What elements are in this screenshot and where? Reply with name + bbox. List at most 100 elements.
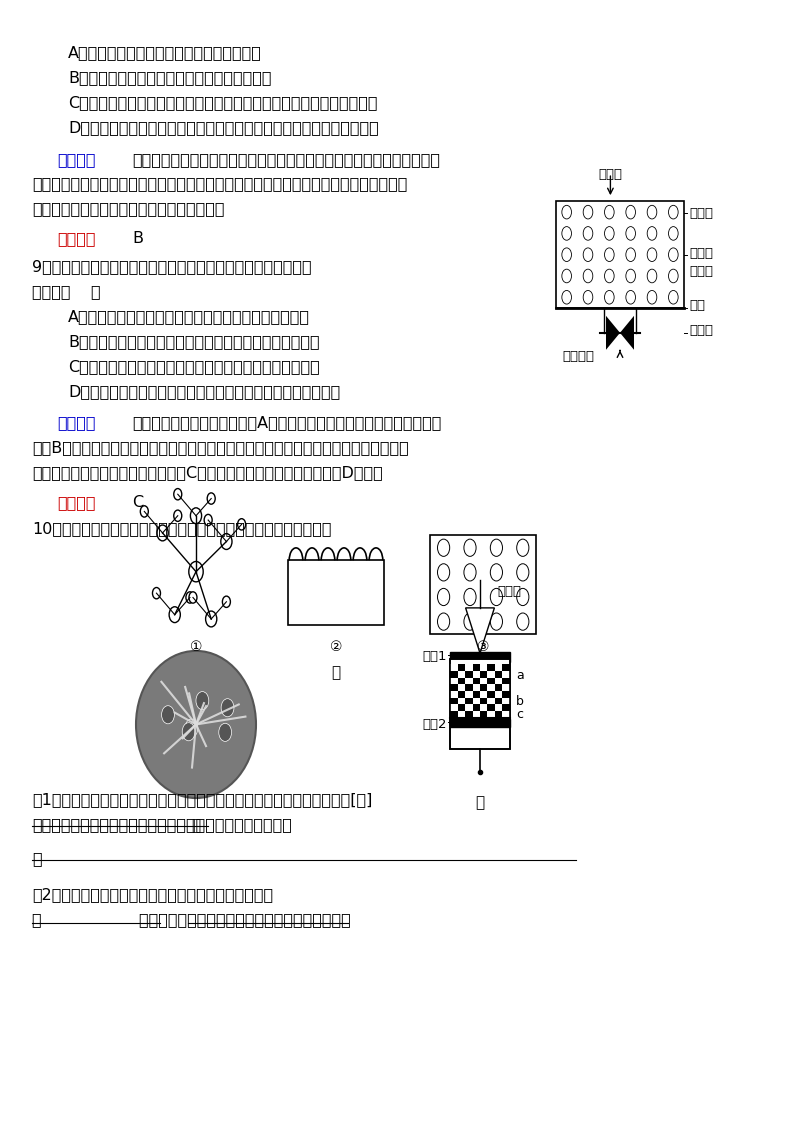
Bar bbox=[473, 697, 480, 704]
Bar bbox=[458, 678, 465, 685]
Text: 活塞1: 活塞1 bbox=[422, 650, 446, 662]
Circle shape bbox=[626, 248, 635, 261]
Circle shape bbox=[562, 226, 571, 240]
Bar bbox=[487, 685, 494, 691]
Circle shape bbox=[221, 533, 232, 549]
Bar bbox=[430, 535, 536, 634]
Text: D．固定化酶由于被固定在载体上，所以丧失了酶的高效性和专一性特点: D．固定化酶由于被固定在载体上，所以丧失了酶的高效性和专一性特点 bbox=[68, 120, 378, 135]
Bar bbox=[473, 664, 480, 671]
Circle shape bbox=[438, 614, 450, 631]
Circle shape bbox=[562, 205, 571, 218]
Bar bbox=[502, 671, 510, 678]
Circle shape bbox=[490, 539, 502, 556]
Text: 【解析】: 【解析】 bbox=[57, 152, 95, 166]
Circle shape bbox=[490, 614, 502, 631]
Circle shape bbox=[605, 248, 614, 261]
Bar bbox=[465, 697, 473, 704]
Circle shape bbox=[153, 588, 161, 599]
Bar bbox=[465, 678, 473, 685]
Circle shape bbox=[562, 269, 571, 283]
Circle shape bbox=[490, 589, 502, 606]
Bar bbox=[450, 704, 458, 711]
Circle shape bbox=[238, 518, 246, 530]
Text: 。: 。 bbox=[32, 851, 42, 866]
Circle shape bbox=[647, 291, 657, 305]
Bar bbox=[465, 685, 473, 691]
Circle shape bbox=[583, 291, 593, 305]
Circle shape bbox=[669, 205, 678, 218]
Bar bbox=[494, 685, 502, 691]
Text: 苹果汁: 苹果汁 bbox=[598, 168, 622, 180]
Circle shape bbox=[464, 564, 476, 581]
Bar bbox=[473, 671, 480, 678]
Text: 【答案】: 【答案】 bbox=[57, 231, 95, 246]
Text: （1）某生物小组利用海藻酸钠制备固定化酵母细胞，应使用图甲中的方法[　]: （1）某生物小组利用海藻酸钠制备固定化酵母细胞，应使用图甲中的方法[ ] bbox=[32, 792, 372, 807]
Text: 、                   等。观察形成的凝胶珠的颜色和形状，如果颜色过: 、 等。观察形成的凝胶珠的颜色和形状，如果颜色过 bbox=[32, 912, 350, 927]
Bar bbox=[473, 691, 480, 697]
Text: D．固定化果胶酶不可重复使用，每次生产前应重新填装反应柱: D．固定化果胶酶不可重复使用，每次生产前应重新填装反应柱 bbox=[68, 384, 340, 398]
Polygon shape bbox=[466, 608, 494, 653]
Text: 9．如图表示某同学进行的澄清苹果汁生产实验，下列相关叙述正: 9．如图表示某同学进行的澄清苹果汁生产实验，下列相关叙述正 bbox=[32, 259, 312, 274]
Polygon shape bbox=[606, 316, 620, 350]
Circle shape bbox=[204, 514, 212, 525]
Circle shape bbox=[669, 269, 678, 283]
Polygon shape bbox=[450, 652, 510, 662]
Circle shape bbox=[583, 269, 593, 283]
Circle shape bbox=[647, 248, 657, 261]
Circle shape bbox=[562, 291, 571, 305]
Text: B: B bbox=[132, 231, 143, 246]
Bar bbox=[487, 691, 494, 697]
Text: 降低；固定化酶具有高效性和专一性的特点。: 降低；固定化酶具有高效性和专一性的特点。 bbox=[32, 201, 225, 216]
Circle shape bbox=[185, 719, 198, 737]
Bar bbox=[450, 697, 458, 704]
Circle shape bbox=[562, 248, 571, 261]
Bar bbox=[465, 711, 473, 718]
Circle shape bbox=[186, 592, 194, 603]
Circle shape bbox=[517, 564, 529, 581]
Text: 甲: 甲 bbox=[331, 666, 341, 680]
Text: C．通过控制阀调节苹果汁流出的速率，保证反应充分进行: C．通过控制阀调节苹果汁流出的速率，保证反应充分进行 bbox=[68, 359, 320, 374]
Bar bbox=[465, 704, 473, 711]
Bar bbox=[480, 671, 487, 678]
Circle shape bbox=[182, 722, 195, 740]
Text: C．酶作为催化剂，反应前后结构不改变，所以固定化酶可永远利用下去: C．酶作为催化剂，反应前后结构不改变，所以固定化酶可永远利用下去 bbox=[68, 95, 378, 110]
Bar bbox=[450, 659, 510, 749]
Circle shape bbox=[669, 226, 678, 240]
Bar bbox=[494, 664, 502, 671]
Circle shape bbox=[517, 539, 529, 556]
Text: 乙: 乙 bbox=[191, 818, 201, 833]
Circle shape bbox=[626, 269, 635, 283]
Text: 控制阀: 控制阀 bbox=[690, 324, 714, 336]
Bar bbox=[480, 704, 487, 711]
Text: 确的是（    ）: 确的是（ ） bbox=[32, 284, 101, 299]
Bar bbox=[480, 697, 487, 704]
Text: c: c bbox=[516, 708, 523, 721]
Circle shape bbox=[438, 539, 450, 556]
Bar bbox=[458, 685, 465, 691]
Bar bbox=[450, 685, 458, 691]
Circle shape bbox=[189, 592, 197, 603]
Circle shape bbox=[626, 291, 635, 305]
Circle shape bbox=[669, 291, 678, 305]
Text: 果胶酶: 果胶酶 bbox=[690, 265, 714, 277]
Circle shape bbox=[464, 614, 476, 631]
Ellipse shape bbox=[136, 651, 256, 798]
Bar bbox=[473, 704, 480, 711]
Bar bbox=[494, 671, 502, 678]
Circle shape bbox=[517, 589, 529, 606]
Bar bbox=[487, 678, 494, 685]
Circle shape bbox=[647, 269, 657, 283]
Circle shape bbox=[605, 269, 614, 283]
Circle shape bbox=[174, 511, 182, 522]
Circle shape bbox=[669, 248, 678, 261]
Bar bbox=[494, 691, 502, 697]
Circle shape bbox=[190, 508, 202, 524]
Bar bbox=[487, 704, 494, 711]
Circle shape bbox=[583, 248, 593, 261]
Circle shape bbox=[206, 611, 217, 627]
Circle shape bbox=[583, 226, 593, 240]
Bar bbox=[494, 704, 502, 711]
Text: B．酶被固定在不溶于水的载体上，可反复利用: B．酶被固定在不溶于水的载体上，可反复利用 bbox=[68, 70, 271, 85]
Text: 10．如图为固定化酵母细胞及其应用的相关图解，请据图回答问题：: 10．如图为固定化酵母细胞及其应用的相关图解，请据图回答问题： bbox=[32, 521, 331, 535]
Circle shape bbox=[438, 589, 450, 606]
